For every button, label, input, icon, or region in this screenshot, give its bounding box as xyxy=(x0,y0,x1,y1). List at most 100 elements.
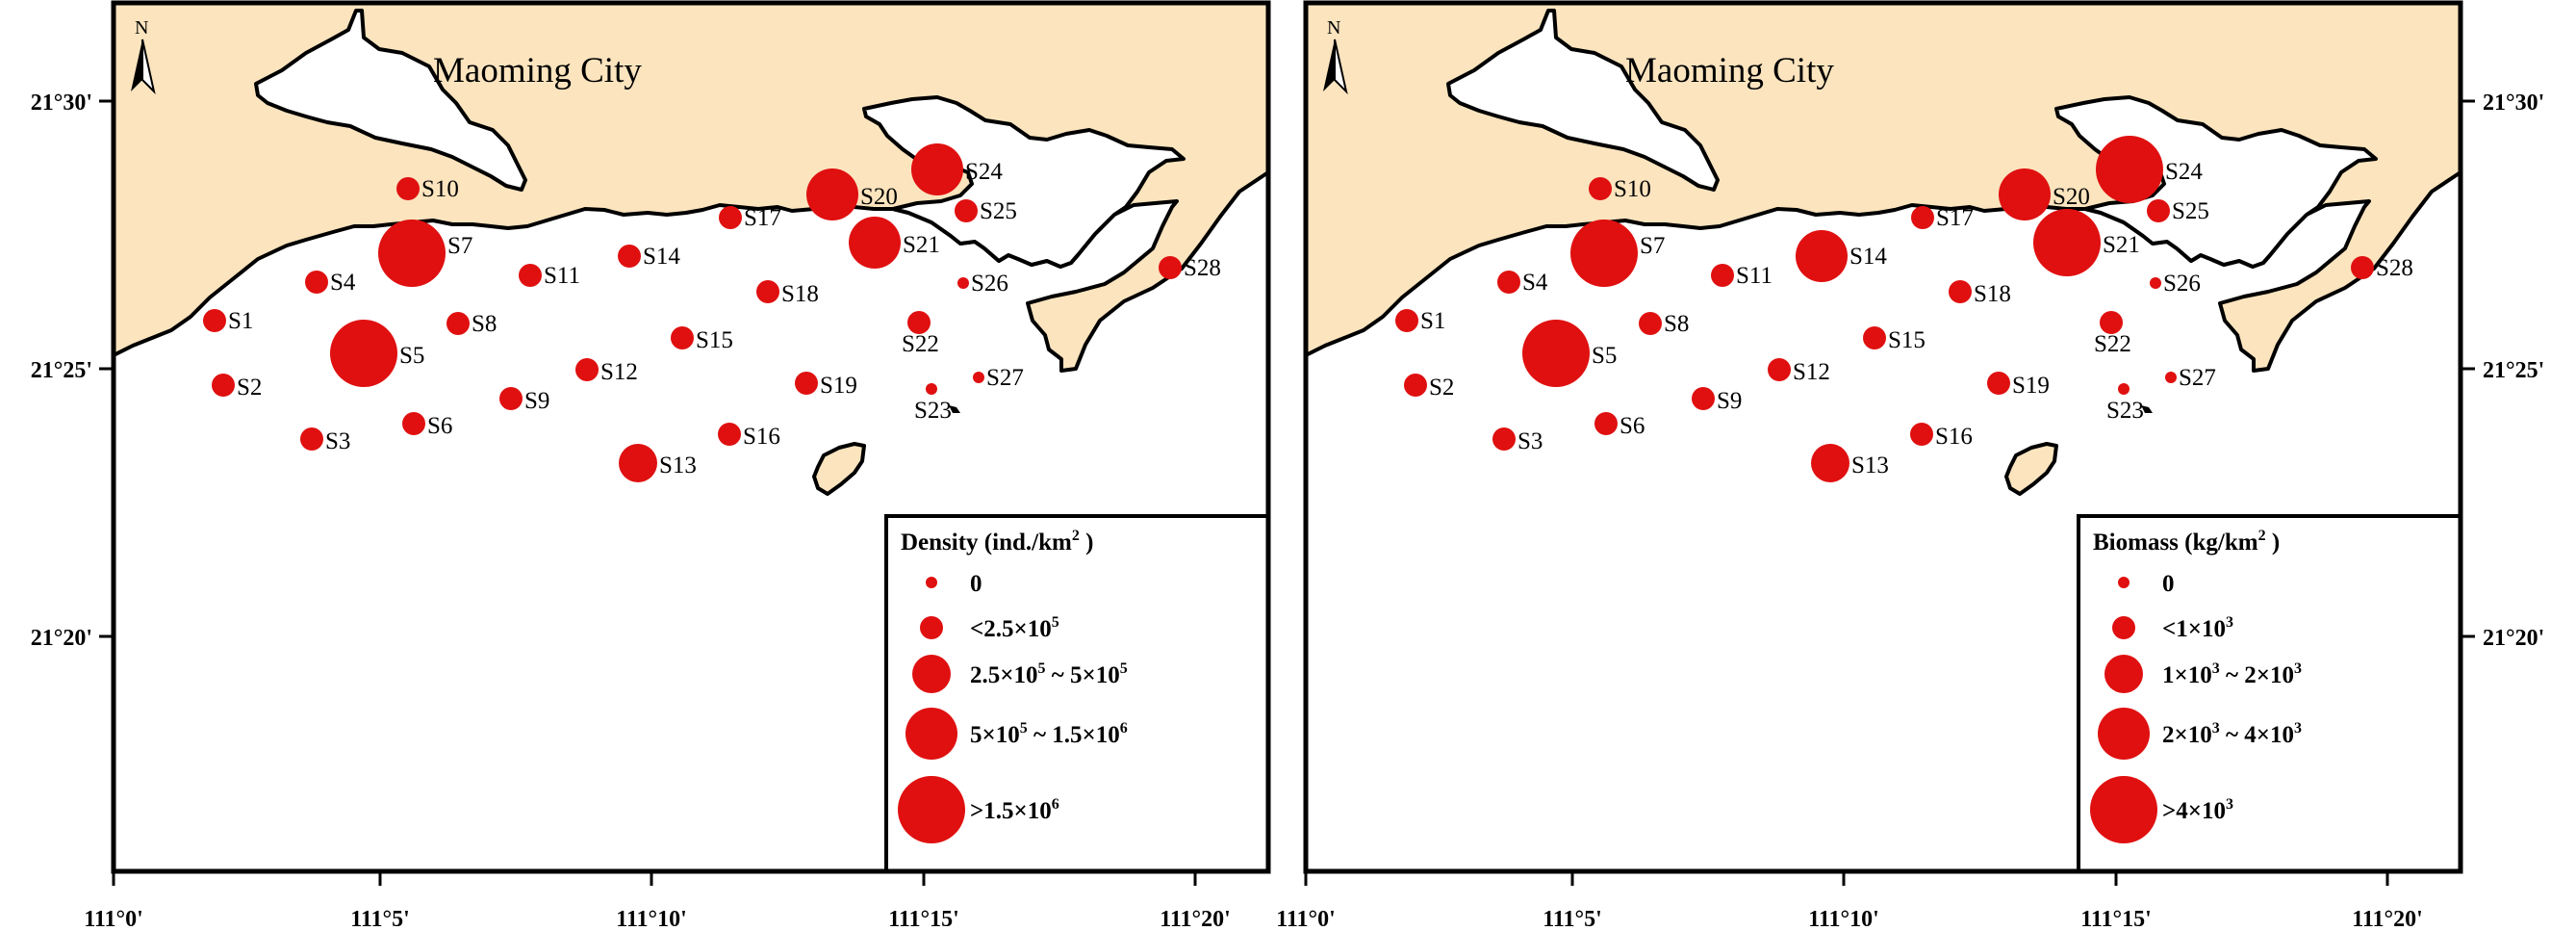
station-label-s17: S17 xyxy=(744,205,781,231)
station-marker-s17 xyxy=(1911,206,1934,229)
station-label-s21: S21 xyxy=(2103,232,2140,258)
station-marker-s23 xyxy=(926,383,937,395)
legend-title: Biomass (kg/km2 ) xyxy=(2093,528,2280,556)
legend-item-label: >1.5×106 xyxy=(970,796,1059,824)
station-marker-s23 xyxy=(2118,383,2130,395)
station-label-s24: S24 xyxy=(965,159,1003,185)
station-marker-s25 xyxy=(955,199,978,222)
station-marker-s15 xyxy=(1863,326,1886,349)
station-marker-s24 xyxy=(911,143,963,195)
station-label-s25: S25 xyxy=(980,198,1017,224)
station-marker-s8 xyxy=(1639,312,1662,335)
station-label-s27: S27 xyxy=(2179,365,2216,391)
station-marker-s28 xyxy=(1159,256,1182,279)
legend-marker xyxy=(2098,708,2150,760)
station-label-s1: S1 xyxy=(1420,308,1445,334)
station-label-s13: S13 xyxy=(659,453,697,478)
station-label-s1: S1 xyxy=(228,308,253,334)
station-label-s28: S28 xyxy=(1184,255,1221,281)
station-label-s20: S20 xyxy=(860,184,898,210)
legend-item-label: <1×103 xyxy=(2162,614,2233,642)
x-tick-label: 111°20' xyxy=(2352,907,2423,931)
station-marker-s11 xyxy=(1711,264,1734,287)
station-label-s22: S22 xyxy=(902,331,939,357)
station-label-s6: S6 xyxy=(1620,413,1645,439)
station-marker-s3 xyxy=(300,427,323,451)
station-marker-s1 xyxy=(203,309,226,332)
station-label-s19: S19 xyxy=(2012,373,2050,399)
station-label-s25: S25 xyxy=(2172,198,2209,224)
station-label-s14: S14 xyxy=(643,244,680,270)
station-marker-s14 xyxy=(618,245,641,268)
north-arrow-icon: N xyxy=(131,17,156,95)
legend-item-label: >4×103 xyxy=(2162,796,2233,824)
station-label-s9: S9 xyxy=(1717,388,1742,414)
station-marker-s6 xyxy=(402,412,425,435)
y-tick-label-left: 21°20' xyxy=(31,626,92,651)
legend-item-label: 2.5×105 ~ 5×105 xyxy=(970,660,1128,688)
station-marker-s4 xyxy=(1497,271,1520,294)
station-label-s21: S21 xyxy=(903,232,940,258)
station-label-s26: S26 xyxy=(2163,271,2201,297)
station-label-s15: S15 xyxy=(696,327,733,353)
station-marker-s7 xyxy=(378,220,446,287)
map-frame xyxy=(111,0,1271,874)
station-label-s17: S17 xyxy=(1936,205,1974,231)
station-marker-s22 xyxy=(2100,311,2123,334)
station-marker-s18 xyxy=(756,280,779,303)
station-label-s16: S16 xyxy=(1935,424,1973,450)
legend: Density (ind./km2 ) 0 <2.5×105 2.5×105 ~ 5×… xyxy=(884,514,1270,873)
station-label-s23: S23 xyxy=(914,398,952,424)
station-marker-s10 xyxy=(1589,177,1612,200)
y-tick-label-right: 21°20' xyxy=(2483,626,2544,651)
station-label-s4: S4 xyxy=(1522,270,1548,296)
station-marker-s11 xyxy=(519,264,542,287)
x-tick-label: 111°15' xyxy=(2080,907,2152,931)
station-label-s22: S22 xyxy=(2094,331,2131,357)
legend-item-label: 2×103 ~ 4×103 xyxy=(2162,720,2302,748)
y-tick-label-right: 21°25' xyxy=(2483,358,2544,383)
station-label-s24: S24 xyxy=(2165,159,2203,185)
station-marker-s16 xyxy=(718,423,741,446)
station-marker-s2 xyxy=(1404,374,1427,397)
density-map-panel: Maoming City N S1 S2 S3 S4 S5 S6 S7 S8 S9 S10 S11 S12… xyxy=(111,0,1271,874)
station-marker-s12 xyxy=(1768,358,1791,381)
legend: Biomass (kg/km2 ) 0 <1×103 1×103 ~ 2×103 2×1… xyxy=(2077,514,2462,873)
station-marker-s14 xyxy=(1796,230,1848,282)
station-label-s2: S2 xyxy=(237,375,262,401)
station-marker-s26 xyxy=(957,277,969,289)
station-marker-s27 xyxy=(2165,372,2177,383)
station-label-s3: S3 xyxy=(1518,428,1543,454)
station-marker-s19 xyxy=(795,372,818,395)
city-label: Maoming City xyxy=(1625,51,1834,91)
station-label-s20: S20 xyxy=(2053,184,2090,210)
north-label: N xyxy=(135,17,148,39)
station-marker-s1 xyxy=(1395,309,1418,332)
station-label-s14: S14 xyxy=(1849,244,1887,270)
station-label-s10: S10 xyxy=(1614,176,1651,202)
station-label-s11: S11 xyxy=(544,263,580,289)
station-marker-s15 xyxy=(671,326,694,349)
legend-marker xyxy=(912,655,951,693)
x-tick-label: 111°5' xyxy=(1543,907,1602,931)
axis-ticks: 111°0' 111°5' 111°10' 111°15' 111°20' 111°0' 1… xyxy=(31,91,2545,931)
station-label-s3: S3 xyxy=(325,428,350,454)
station-label-s18: S18 xyxy=(781,281,819,307)
station-label-s18: S18 xyxy=(1974,281,2011,307)
station-label-s28: S28 xyxy=(2376,255,2413,281)
station-marker-s12 xyxy=(575,358,599,381)
station-marker-s7 xyxy=(1570,220,1638,287)
y-tick-label-left: 21°25' xyxy=(31,358,92,383)
station-marker-s5 xyxy=(330,320,397,387)
station-label-s7: S7 xyxy=(1640,233,1665,259)
station-label-s6: S6 xyxy=(427,413,452,439)
station-marker-s20 xyxy=(806,168,858,220)
station-marker-s26 xyxy=(2150,277,2161,289)
station-label-s26: S26 xyxy=(971,271,1008,297)
legend-marker xyxy=(898,776,965,843)
station-label-s23: S23 xyxy=(2106,398,2144,424)
station-label-s10: S10 xyxy=(421,176,459,202)
x-tick-label: 111°20' xyxy=(1160,907,1231,931)
station-label-s7: S7 xyxy=(447,233,472,259)
